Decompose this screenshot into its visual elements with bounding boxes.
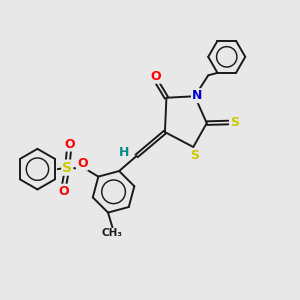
Text: CH₃: CH₃ xyxy=(102,229,123,238)
Text: S: S xyxy=(230,116,239,129)
Text: O: O xyxy=(151,70,161,83)
Text: O: O xyxy=(77,157,88,170)
Text: O: O xyxy=(58,185,69,198)
Text: O: O xyxy=(64,138,75,151)
Text: S: S xyxy=(190,149,199,162)
Text: N: N xyxy=(192,89,202,102)
Text: H: H xyxy=(119,146,129,159)
Text: S: S xyxy=(62,160,72,175)
